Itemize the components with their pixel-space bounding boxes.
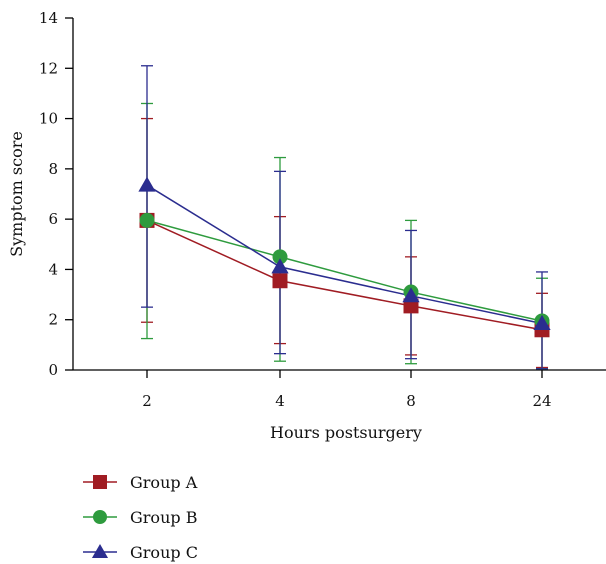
series-markers [139,212,550,329]
data-point [272,249,288,265]
y-tick-label: 14 [39,9,58,27]
y-ticks: 0 2 4 6 8 10 12 14 [39,9,73,379]
legend-item: Group C [83,543,198,562]
series-line [146,184,543,325]
x-tick-label: 24 [532,392,551,410]
x-tick-label: 4 [275,392,285,410]
legend-marker [91,543,109,559]
x-ticks: 2 4 8 24 [142,370,552,410]
series-lines [146,219,543,322]
series-layer [138,65,551,370]
y-tick-label: 6 [48,210,58,228]
data-point [402,287,420,303]
legend-label: Group B [130,508,197,527]
legend-label: Group A [130,473,198,492]
y-tick-label: 0 [48,361,58,379]
data-point [271,258,289,274]
data-point [139,212,155,228]
legend-marker [93,475,107,489]
legend: Group A Group B Group C [83,473,198,562]
y-tick-label: 8 [48,160,58,178]
data-point [533,314,551,330]
y-tick-label: 10 [39,110,58,128]
x-tick-label: 2 [142,392,152,410]
series-markers [138,176,551,330]
legend-marker [93,510,107,524]
series-markers [139,212,550,338]
series-errorbars [141,65,548,370]
series-lines [146,184,543,325]
data-point [272,273,288,289]
y-tick-label: 12 [39,59,58,77]
y-axis-title: Symptom score [7,131,26,257]
series-line [146,219,543,331]
series-errorbars [141,117,548,369]
x-axis-title: Hours postsurgery [270,423,422,442]
series-lines [146,219,543,331]
axes [72,18,606,371]
y-tick-label: 2 [48,311,58,329]
legend-item: Group B [83,508,197,527]
x-tick-label: 8 [406,392,416,410]
legend-label: Group C [130,543,198,562]
data-point [138,176,156,192]
y-tick-label: 4 [48,260,58,278]
legend-item: Group A [83,473,198,492]
series-line [146,219,543,322]
